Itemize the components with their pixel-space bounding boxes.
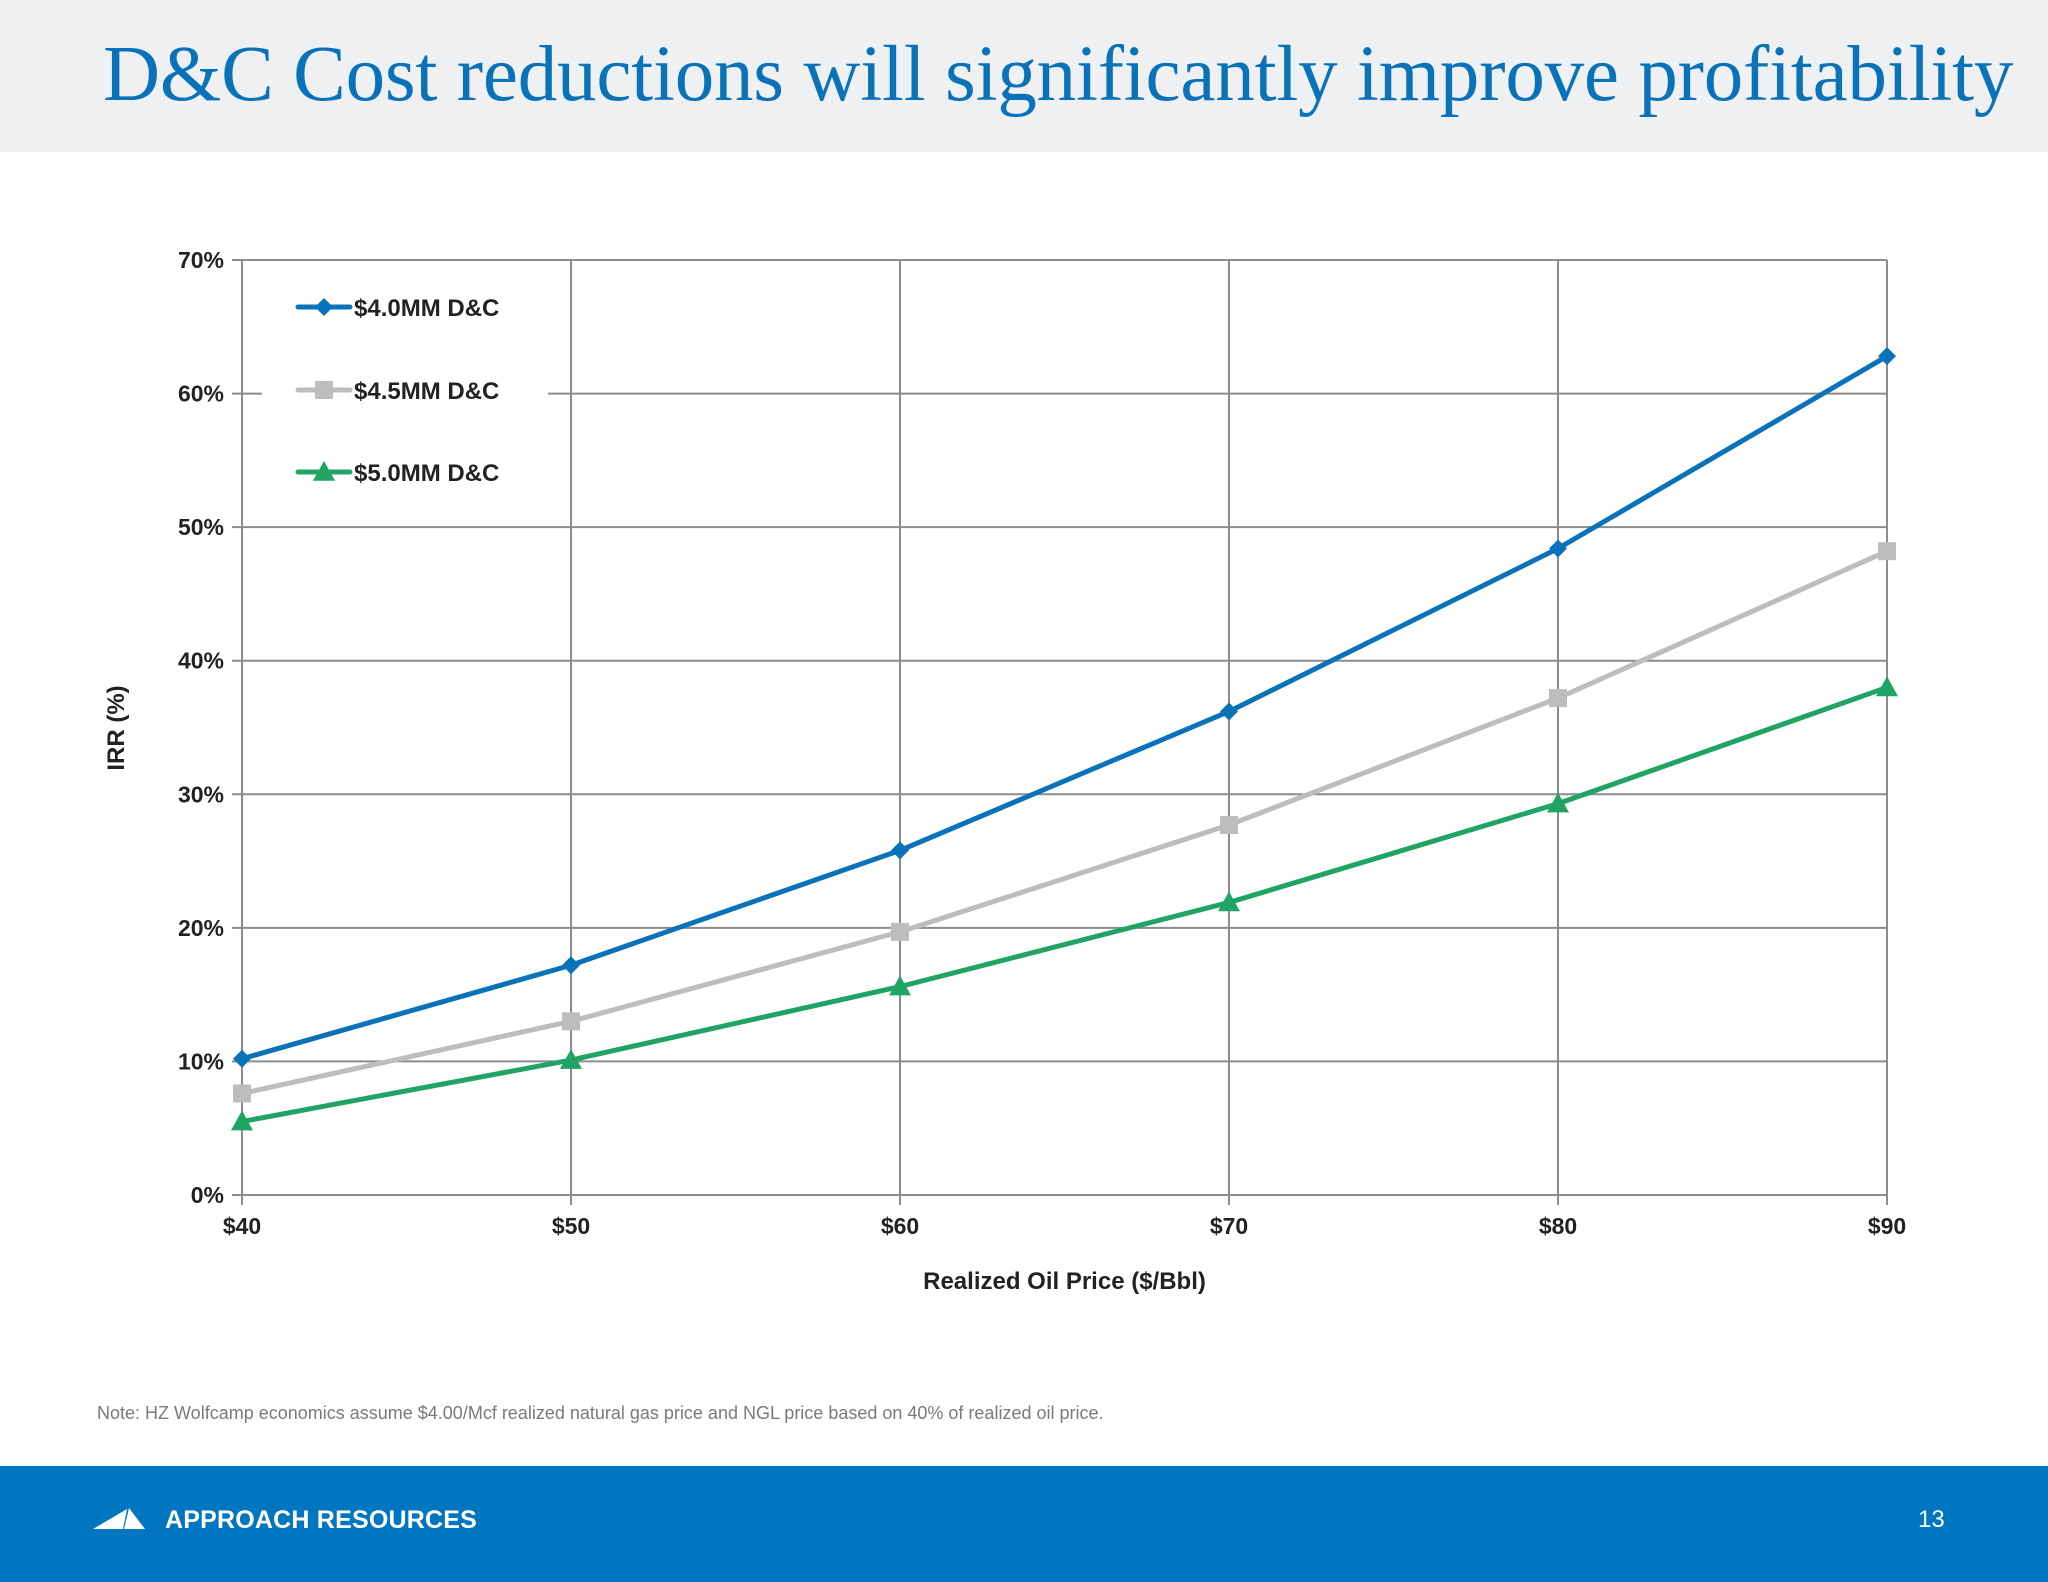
approach-resources-logo-icon	[93, 1508, 145, 1529]
slide-footer: APPROACH RESOURCES 13	[0, 1466, 2048, 1582]
data-point-diamond	[1878, 347, 1896, 366]
x-tick-label: $90	[1868, 1213, 1906, 1239]
x-tick-label: $70	[1210, 1213, 1248, 1239]
data-point-triangle	[1876, 676, 1898, 697]
data-point-diamond	[1549, 539, 1567, 558]
data-point-square	[1549, 689, 1567, 708]
irr-line-chart: 0%10%20%30%40%50%60%70% $40 $50 $60 $70 $80 $…	[103, 247, 1906, 1295]
slide-header: D&C Cost reductions will significantly i…	[0, 0, 2048, 152]
footnote: Note: HZ Wolfcamp economics assume $4.00…	[97, 1403, 1104, 1423]
legend-marker-diamond	[315, 298, 333, 316]
y-axis-tick-labels: 0% 10% 20% 30% 40% 50% 60% 70%	[178, 247, 224, 1208]
data-point-square	[891, 922, 909, 941]
y-tick-label: 0%	[191, 1182, 224, 1208]
data-point-square	[233, 1084, 251, 1103]
data-point-square	[1220, 816, 1238, 835]
y-tick-label: 60%	[178, 381, 224, 407]
data-point-triangle	[560, 1049, 582, 1069]
series-1	[233, 347, 1896, 1068]
company-name: APPROACH RESOURCES	[165, 1506, 477, 1534]
data-point-square	[562, 1012, 580, 1031]
chart-legend: $4.0MM D&C $4.5MM D&C $5.0MM D&C	[295, 295, 499, 487]
y-tick-label: 50%	[178, 514, 224, 540]
page-number: 13	[1918, 1506, 1945, 1533]
legend-item: $4.5MM D&C	[295, 378, 499, 405]
legend-item: $5.0MM D&C	[295, 460, 499, 487]
x-axis-tick-labels: $40 $50 $60 $70 $80 $90	[223, 1213, 1906, 1239]
series-line	[241, 354, 1889, 1062]
legend-item: $4.0MM D&C	[295, 295, 499, 322]
series-line	[241, 548, 1889, 1096]
data-point-triangle	[1547, 792, 1569, 813]
data-point-square	[1878, 542, 1896, 561]
data-point-diamond	[1220, 702, 1238, 721]
legend-label: $5.0MM D&C	[354, 460, 499, 487]
legend-label: $4.0MM D&C	[354, 295, 499, 322]
y-tick-label: 70%	[178, 247, 224, 273]
data-point-triangle	[231, 1110, 253, 1131]
series-line	[241, 685, 1888, 1124]
y-tick-label: 20%	[178, 915, 224, 941]
x-tick-label: $50	[552, 1213, 590, 1239]
y-tick-label: 10%	[178, 1048, 224, 1074]
x-axis-title: Realized Oil Price ($/Bbl)	[923, 1268, 1206, 1295]
y-axis-title: IRR (%)	[103, 685, 130, 770]
data-point-diamond	[891, 841, 909, 860]
x-tick-label: $80	[1539, 1213, 1577, 1239]
chart-series	[231, 347, 1898, 1131]
data-point-diamond	[562, 956, 580, 975]
legend-label: $4.5MM D&C	[354, 378, 499, 405]
y-tick-label: 30%	[178, 781, 224, 807]
y-tick-label: 40%	[178, 648, 224, 674]
series-2	[233, 542, 1896, 1103]
x-tick-label: $60	[881, 1213, 919, 1239]
data-point-diamond	[233, 1049, 251, 1068]
slide-title: D&C Cost reductions will significantly i…	[103, 31, 2014, 118]
chart-gridlines	[232, 259, 1888, 1205]
data-point-triangle	[889, 975, 911, 996]
series-3	[231, 676, 1898, 1131]
x-tick-label: $40	[223, 1213, 261, 1239]
legend-marker-triangle	[313, 461, 335, 481]
data-point-triangle	[1218, 891, 1240, 912]
legend-marker-square	[315, 381, 333, 399]
